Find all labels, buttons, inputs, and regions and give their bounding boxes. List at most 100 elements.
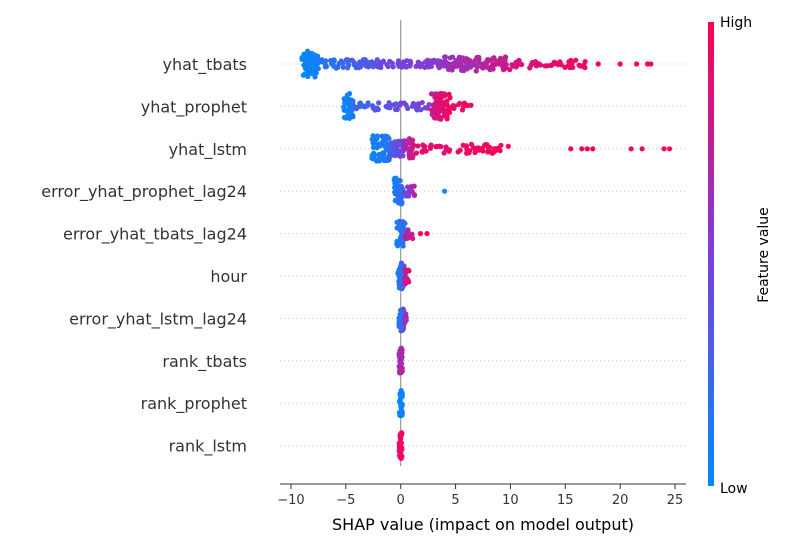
shap-point — [519, 61, 525, 68]
shap-point — [398, 394, 404, 401]
shap-point — [357, 64, 364, 70]
feature-label: error_yhat_tbats_lag24 — [63, 225, 247, 245]
feature-label: rank_tbats — [162, 352, 247, 372]
shap-point — [473, 57, 479, 63]
shap-point-outlier — [661, 146, 667, 152]
shap-point — [470, 145, 477, 151]
shap-point — [449, 65, 455, 71]
shap-point — [405, 105, 411, 111]
shap-point — [345, 65, 351, 71]
shap-point — [385, 63, 391, 70]
shap-point — [397, 359, 403, 365]
shap-point — [417, 62, 423, 68]
shap-point — [398, 260, 405, 266]
shap-point — [402, 141, 408, 147]
shap-point — [328, 61, 335, 67]
shap-point — [435, 114, 441, 120]
shap-point — [387, 58, 393, 64]
shap-point — [573, 57, 579, 63]
shap-point — [490, 56, 496, 62]
shap-point — [351, 62, 357, 68]
shap-point — [386, 100, 392, 106]
shap-point — [516, 57, 522, 63]
shap-point — [350, 114, 356, 120]
shap-point — [410, 235, 416, 242]
shap-point — [346, 113, 352, 119]
colorbar-low-label: Low — [720, 481, 748, 497]
shap-point — [570, 64, 576, 71]
shap-point — [446, 148, 452, 154]
shap-point — [411, 142, 417, 149]
shap-point — [387, 142, 393, 149]
shap-point — [428, 142, 434, 148]
shap-point — [371, 151, 377, 158]
shap-point — [434, 98, 440, 104]
x-tick-label: 15 — [557, 493, 574, 508]
shap-point — [415, 102, 421, 109]
shap-point — [450, 54, 456, 60]
shap-point — [378, 64, 384, 71]
shap-point — [490, 61, 496, 67]
shap-point — [348, 108, 355, 114]
x-tick-label: 5 — [451, 493, 459, 508]
feature-label: hour — [210, 267, 247, 286]
shap-point — [536, 61, 542, 67]
shap-point — [408, 151, 415, 158]
shap-point — [513, 64, 519, 70]
shap-point — [399, 408, 405, 414]
shap-point — [398, 201, 404, 207]
shap-point — [444, 60, 451, 66]
shap-point — [399, 365, 405, 371]
shap-point — [439, 108, 445, 114]
x-tick-label: 10 — [502, 493, 519, 508]
shap-point — [452, 103, 458, 109]
feature-label: rank_lstm — [169, 437, 247, 457]
shap-point-outlier — [634, 61, 640, 67]
shap-point — [400, 225, 406, 231]
feature-label: yhat_lstm — [169, 140, 247, 160]
shap-point — [460, 142, 466, 148]
shap-point — [386, 135, 392, 142]
shap-point — [310, 61, 317, 68]
shap-point — [405, 146, 411, 152]
shap-point — [468, 102, 474, 108]
shap-point — [371, 60, 377, 67]
shap-point — [430, 102, 436, 108]
shap-point-outlier — [648, 61, 654, 67]
shap-point — [395, 192, 401, 199]
feature-label: error_yhat_lstm_lag24 — [69, 309, 247, 329]
x-axis-title: SHAP value (impact on model output) — [332, 515, 634, 534]
shap-point — [457, 100, 463, 106]
feature-label: yhat_tbats — [162, 55, 247, 75]
shap-point — [503, 61, 509, 68]
shap-point — [443, 109, 449, 115]
shap-point — [377, 151, 384, 157]
shap-point — [377, 143, 383, 149]
shap-point — [362, 57, 368, 63]
shap-point — [502, 55, 508, 61]
shap-point — [397, 400, 404, 406]
shap-point — [350, 98, 356, 104]
shap-point — [562, 64, 568, 71]
shap-point — [429, 107, 435, 113]
shap-point — [365, 100, 371, 106]
feature-label: yhat_prophet — [141, 97, 247, 117]
shap-point — [479, 64, 485, 70]
shap-point-outlier — [639, 146, 645, 152]
points-layer — [299, 48, 673, 461]
shap-point — [475, 145, 481, 151]
shap-point — [459, 107, 466, 113]
x-tick-label: 0 — [397, 493, 405, 508]
colorbar: High Low Feature value — [708, 15, 772, 497]
shap-point — [566, 59, 572, 65]
shap-point — [484, 142, 490, 148]
shap-point — [353, 105, 359, 111]
shap-point — [396, 142, 402, 148]
x-axis: −10 −5 0 5 10 15 20 25 — [277, 483, 686, 508]
shap-point — [338, 58, 344, 65]
shap-point — [311, 66, 317, 72]
shap-point — [400, 243, 406, 249]
shap-point-outlier — [579, 146, 585, 152]
shap-point — [444, 102, 450, 108]
